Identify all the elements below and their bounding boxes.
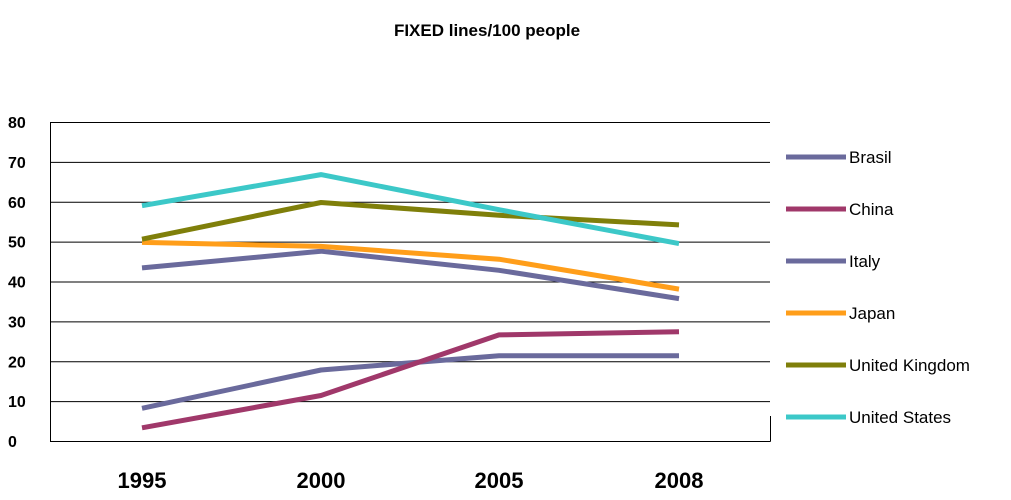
x-tick-label: 2008 bbox=[655, 468, 704, 493]
y-tick-label: 60 bbox=[8, 195, 26, 212]
y-axis-ticks: 0 10 20 30 40 50 60 70 80 bbox=[8, 115, 26, 451]
legend-label-brasil: Brasil bbox=[849, 148, 892, 167]
x-tick-label: 2005 bbox=[475, 468, 524, 493]
series-lines bbox=[141, 172, 680, 431]
y-tick-label: 80 bbox=[8, 115, 26, 132]
legend-label-italy: Italy bbox=[849, 252, 881, 271]
legend-label-united-states: United States bbox=[849, 408, 951, 427]
series-line-china bbox=[141, 329, 680, 431]
y-tick-label: 70 bbox=[8, 155, 26, 172]
chart-title: FIXED lines/100 people bbox=[394, 21, 580, 40]
series-line-japan bbox=[141, 239, 680, 292]
y-tick-label: 50 bbox=[8, 235, 26, 252]
x-axis-ticks: 1995 2000 2005 2008 bbox=[118, 468, 704, 493]
y-tick-label: 10 bbox=[8, 394, 26, 411]
y-tick-label: 0 bbox=[8, 434, 17, 451]
legend-label-china: China bbox=[849, 200, 894, 219]
y-tick-label: 30 bbox=[8, 314, 26, 331]
legend: Brasil China Italy Japan United Kingdom Unite… bbox=[786, 148, 970, 427]
y-tick-label: 40 bbox=[8, 275, 26, 292]
x-tick-label: 1995 bbox=[118, 468, 167, 493]
plot-frame bbox=[50, 122, 771, 442]
legend-label-united-kingdom: United Kingdom bbox=[849, 356, 970, 375]
series-line-italy bbox=[141, 248, 680, 302]
series-line-united-kingdom bbox=[141, 200, 680, 242]
series-line-united-states bbox=[141, 172, 680, 247]
legend-label-japan: Japan bbox=[849, 304, 895, 323]
x-tick-label: 2000 bbox=[297, 468, 346, 493]
y-tick-label: 20 bbox=[8, 354, 26, 371]
